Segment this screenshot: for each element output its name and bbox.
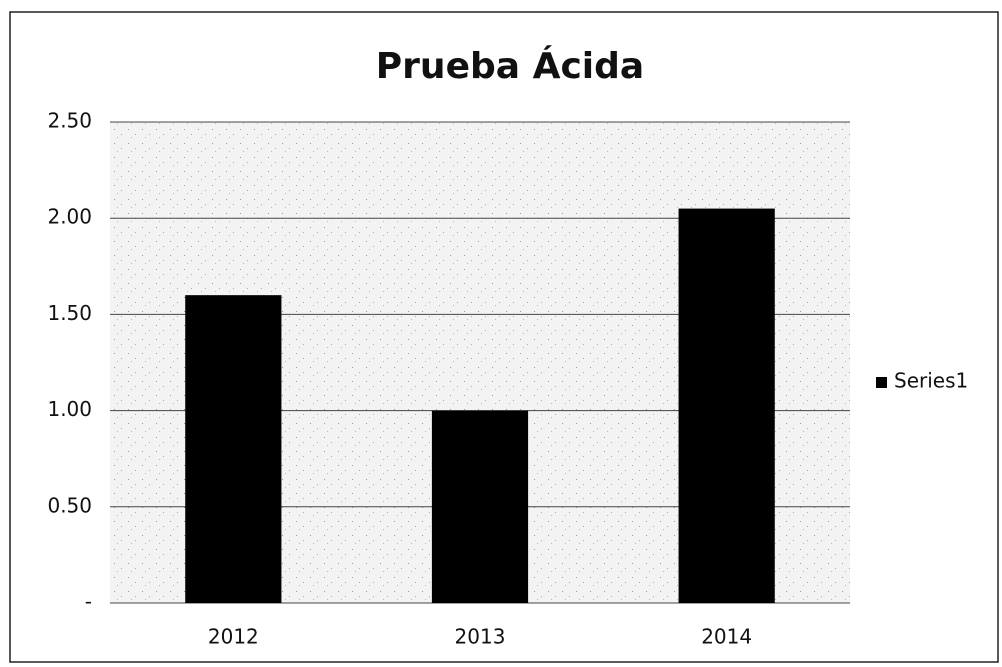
y-tick-label: 1.00 — [47, 397, 92, 421]
y-tick-label: 1.50 — [47, 301, 92, 325]
legend-label: Series1 — [894, 369, 968, 393]
bar — [431, 410, 529, 603]
legend-marker — [876, 377, 887, 388]
y-tick-label: 2.50 — [47, 109, 92, 133]
x-tick-label: 2014 — [701, 625, 752, 649]
bar — [678, 208, 775, 603]
bar — [185, 295, 282, 603]
y-tick-label: 2.00 — [47, 205, 92, 229]
y-tick-label: 0.50 — [47, 493, 92, 517]
y-tick-label: - — [85, 590, 92, 614]
x-tick-label: 2013 — [455, 625, 506, 649]
x-tick-label: 2012 — [208, 625, 259, 649]
chart-title: Prueba Ácida — [376, 45, 644, 87]
